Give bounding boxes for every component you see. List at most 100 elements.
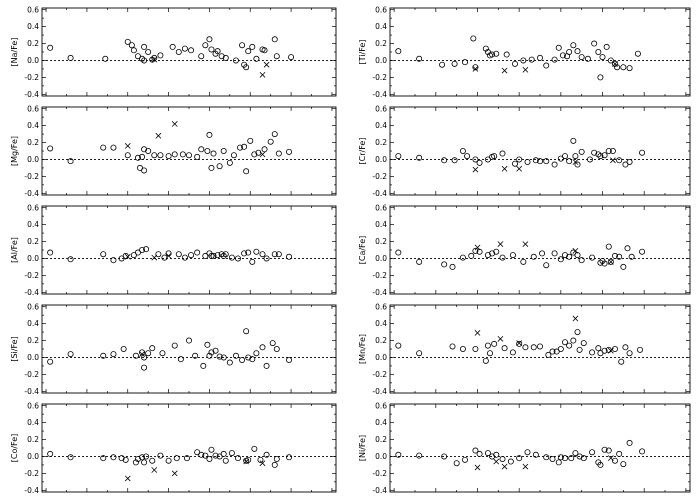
data-point-circle xyxy=(261,47,268,54)
data-point-circle xyxy=(605,447,612,454)
y-axis-label: [Mg/Fe] xyxy=(10,136,19,166)
data-point-circle xyxy=(228,450,235,457)
data-point-circle xyxy=(100,251,107,258)
y-tick-label: 0.4 xyxy=(375,418,387,427)
y-tick-label: 0.0 xyxy=(375,254,387,263)
data-point-cross xyxy=(155,132,162,139)
data-point-circle xyxy=(216,353,223,360)
y-tick-label: 0.4 xyxy=(27,418,39,427)
y-tick-label: 0.2 xyxy=(375,336,387,345)
data-point-circle xyxy=(143,246,150,253)
data-point-circle xyxy=(557,345,564,352)
data-point-cross xyxy=(572,247,579,254)
data-point-circle xyxy=(286,356,293,363)
data-point-circle xyxy=(612,252,619,259)
data-point-circle xyxy=(603,43,610,50)
data-point-circle xyxy=(286,253,293,260)
data-point-circle xyxy=(551,161,558,168)
data-point-circle xyxy=(271,36,278,43)
data-point-circle xyxy=(181,254,188,261)
data-point-circle xyxy=(639,248,646,255)
data-point-circle xyxy=(584,55,591,62)
data-point-circle xyxy=(601,260,608,267)
data-point-circle xyxy=(243,328,250,335)
data-point-circle xyxy=(226,359,233,366)
data-point-cross xyxy=(151,56,158,63)
panel-alfe: -0.4 -0.2 0.0 0.2 0.4 0.6 [Al/Fe] xyxy=(10,203,337,297)
plot-frame xyxy=(389,403,691,493)
y-tick-label: -0.2 xyxy=(372,370,387,379)
data-point-circle xyxy=(520,57,527,64)
y-tick-label: -0.4 xyxy=(24,189,39,198)
data-point-circle xyxy=(601,347,608,354)
panel-mgfe: -0.4 -0.2 0.0 0.2 0.4 0.6 [Mg/Fe] xyxy=(10,104,337,198)
plot-frame xyxy=(41,304,337,394)
data-point-circle xyxy=(124,152,131,159)
y-tick-label: -0.4 xyxy=(372,387,387,396)
data-point-circle xyxy=(110,144,117,151)
data-point-circle xyxy=(145,350,152,357)
data-point-circle xyxy=(161,254,168,261)
data-point-circle xyxy=(639,149,646,156)
y-tick-label: -0.2 xyxy=(372,172,387,181)
y-tick-label: 0.4 xyxy=(375,220,387,229)
data-point-circle xyxy=(530,253,537,260)
data-point-circle xyxy=(576,453,583,460)
data-point-circle xyxy=(173,455,180,462)
data-point-circle xyxy=(416,55,423,62)
data-point-circle xyxy=(47,145,54,152)
data-point-circle xyxy=(139,153,146,160)
data-point-circle xyxy=(562,252,569,259)
data-point-circle xyxy=(549,348,556,355)
plot-frame xyxy=(389,7,691,97)
data-point-circle xyxy=(222,457,229,464)
data-point-circle xyxy=(537,158,544,165)
data-point-circle xyxy=(251,151,258,158)
data-point-circle xyxy=(130,47,137,54)
data-point-cross xyxy=(474,244,481,251)
data-point-circle xyxy=(587,156,594,163)
data-point-circle xyxy=(612,345,619,352)
panel-nife: -0.4 -0.2 0.0 0.2 0.4 0.6 [Ni/Fe] xyxy=(358,401,691,495)
data-point-circle xyxy=(122,252,129,259)
data-point-circle xyxy=(198,146,205,153)
data-point-circle xyxy=(141,146,148,153)
data-point-circle xyxy=(222,54,229,61)
data-point-circle xyxy=(210,150,217,157)
data-point-circle xyxy=(572,450,579,457)
data-point-circle xyxy=(243,64,250,71)
data-point-cross xyxy=(516,340,523,346)
plot-frame xyxy=(41,403,337,493)
data-point-circle xyxy=(459,147,466,154)
data-point-circle xyxy=(416,452,423,459)
y-tick-label: 0.6 xyxy=(375,5,387,14)
data-point-circle xyxy=(67,256,74,263)
data-point-circle xyxy=(47,44,54,51)
data-point-circle xyxy=(441,453,448,460)
data-point-circle xyxy=(578,148,585,155)
data-point-circle xyxy=(100,352,107,359)
data-point-circle xyxy=(612,457,619,464)
y-tick-label: 0.4 xyxy=(27,220,39,229)
plot-frame xyxy=(41,205,337,295)
data-point-circle xyxy=(491,340,498,347)
data-point-cross xyxy=(522,66,529,73)
y-tick-label: 0.4 xyxy=(375,121,387,130)
data-point-circle xyxy=(451,157,458,164)
y-tick-label: 0.2 xyxy=(375,237,387,246)
data-point-circle xyxy=(637,346,644,353)
data-point-circle xyxy=(165,457,172,464)
data-point-circle xyxy=(570,337,577,344)
data-point-circle xyxy=(210,252,217,259)
data-point-circle xyxy=(595,345,602,352)
data-point-cross xyxy=(607,347,614,354)
data-point-circle xyxy=(509,252,516,259)
data-point-circle xyxy=(626,65,633,72)
data-point-circle xyxy=(489,250,496,257)
data-point-circle xyxy=(439,61,446,68)
data-point-circle xyxy=(118,455,125,462)
data-point-circle xyxy=(139,454,146,461)
data-point-cross xyxy=(151,254,158,261)
data-point-circle xyxy=(580,455,587,462)
